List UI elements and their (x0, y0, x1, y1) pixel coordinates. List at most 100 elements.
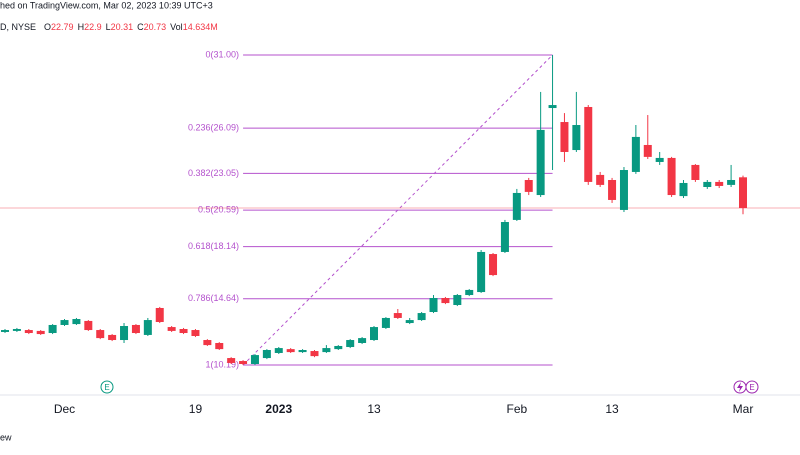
footer: ew (0, 432, 12, 442)
ohlc-label: H (78, 22, 85, 32)
candle-body (584, 106, 593, 182)
candle-body (346, 340, 355, 348)
lightning (737, 382, 743, 392)
candle-body (691, 164, 700, 180)
candle-body (739, 177, 747, 209)
candle-body (322, 348, 331, 353)
candle-body (500, 222, 509, 252)
candle-body (667, 157, 676, 196)
candle-body (453, 295, 462, 306)
x-tick-label: 2023 (265, 402, 292, 416)
candle-body (572, 125, 581, 151)
candle-body (381, 317, 390, 328)
legend-text: D, NYSE O22.79 H22.9 L20.31 C20.73 Vol14.634M (0, 22, 218, 32)
event-icon: E (733, 380, 759, 394)
x-tick-label: 13 (367, 402, 381, 416)
event-circle (745, 380, 759, 394)
x-tick-label: 19 (189, 402, 203, 416)
candle-body (143, 320, 152, 335)
candle-body (108, 334, 117, 341)
candle-body (703, 181, 712, 187)
candle-body (215, 342, 224, 350)
candle-body (334, 345, 343, 350)
candle-body (548, 105, 557, 109)
candle-body (84, 320, 93, 331)
fib-label: 1(10.19) (206, 359, 240, 369)
candle-body (262, 350, 271, 359)
x-tick-label: Mar (733, 402, 754, 416)
candle-body (358, 338, 367, 343)
candle-body (536, 129, 545, 196)
candle-body (24, 330, 33, 334)
candle-body (477, 251, 486, 293)
candle-body (131, 324, 140, 334)
candle-body (619, 170, 628, 210)
ohlc-value: 22.9 (84, 22, 102, 32)
candle-body (96, 330, 105, 339)
event-label: E (749, 383, 754, 392)
candle-body (72, 319, 81, 325)
fib-label: 0(31.00) (206, 49, 240, 59)
event-icon: E (100, 380, 114, 394)
fib-label: 0.5(20.59) (198, 204, 239, 214)
candle-body (36, 330, 45, 335)
candle-body (631, 136, 640, 172)
fib-label: 0.618(18.14) (188, 241, 239, 251)
candle-body (679, 182, 688, 197)
event-circle (100, 380, 114, 394)
x-tick-label: Dec (54, 402, 75, 416)
candle-body (239, 361, 248, 365)
candle-body (298, 350, 307, 353)
fib-label: 0.786(14.64) (188, 293, 239, 303)
candle-body (715, 181, 724, 186)
candle-body (227, 358, 236, 363)
candle-body (596, 174, 605, 185)
candle-body (179, 328, 188, 334)
candle-body (489, 254, 498, 276)
candle-body (120, 326, 129, 341)
candle-body (1, 330, 9, 332)
ohlc-label: C (137, 22, 144, 32)
candle-body (203, 340, 212, 346)
symbol: D, NYSE (0, 22, 36, 32)
candle-body (643, 144, 652, 157)
x-tick-label: 13 (605, 402, 619, 416)
legend: D, NYSE O22.79 H22.9 L20.31 C20.73 Vol14.634M (0, 22, 218, 32)
fib-trend-line (242, 54, 553, 366)
candle-body (441, 298, 450, 304)
candle-body (370, 327, 378, 341)
fib-label: 0.236(26.09) (188, 123, 239, 133)
ohlc-value: 20.73 (144, 22, 167, 32)
ohlc-label: L (106, 22, 111, 32)
x-tick-label: Feb (506, 402, 527, 416)
candle-body (60, 320, 69, 325)
ohlc-label: O (44, 22, 51, 32)
volume-label: Vol (170, 22, 183, 32)
candle-body (512, 192, 521, 220)
event-label: E (104, 383, 109, 392)
candle-body (405, 320, 414, 324)
candle-body (310, 351, 319, 357)
candle-body (608, 179, 617, 200)
candle-body (167, 327, 176, 331)
candle-body (560, 122, 569, 152)
candle-body (250, 355, 259, 365)
candle-body (524, 179, 533, 192)
candle-body (155, 307, 164, 322)
candle-body (393, 313, 402, 318)
candle-body (48, 324, 57, 334)
candle-body (429, 298, 438, 313)
candle-body (417, 313, 426, 321)
volume-value: 14.634M (183, 22, 218, 32)
published-note: hed on TradingView.com, Mar 02, 2023 10:… (0, 0, 213, 10)
ohlc-value: 22.79 (51, 22, 74, 32)
ohlc-value: 20.31 (111, 22, 134, 32)
candle-body (727, 179, 736, 185)
candle-body (465, 289, 474, 296)
candle-body (191, 330, 200, 336)
candle-body (655, 157, 664, 162)
candle-body (286, 349, 295, 353)
fib-label: 0.382(23.05) (188, 168, 239, 178)
